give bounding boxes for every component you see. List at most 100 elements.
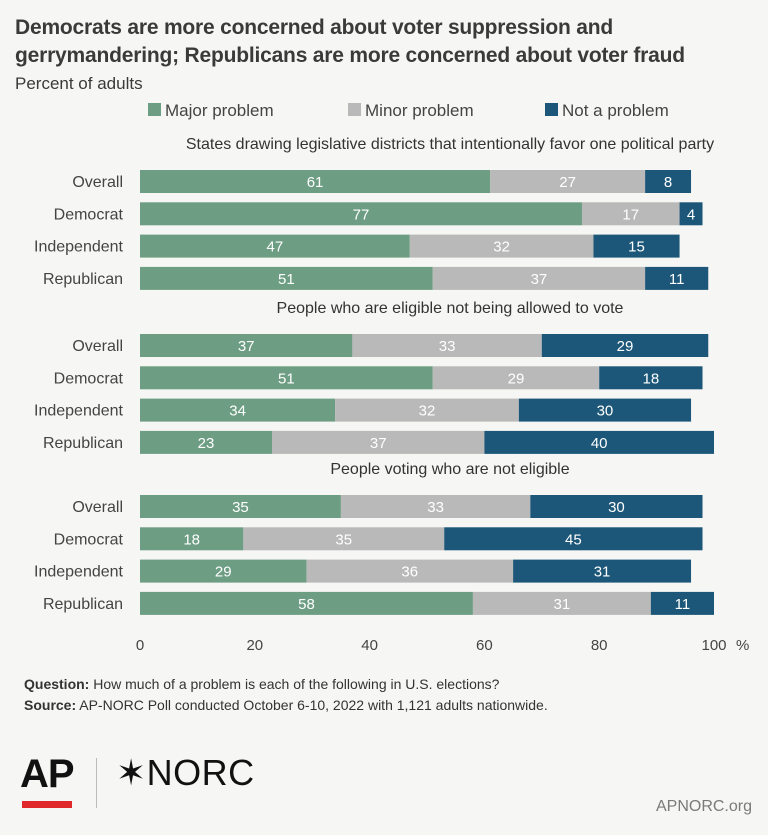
legend-label: Major problem (165, 101, 274, 120)
legend-label: Minor problem (365, 101, 474, 120)
bar-segment (140, 398, 336, 422)
bar-value-label: 45 (565, 531, 582, 548)
bar-segment (243, 527, 445, 551)
ap-logo: AP (20, 752, 75, 796)
row-label: Republican (43, 596, 123, 613)
bar-value-label: 15 (628, 239, 645, 256)
bar-segment (444, 527, 703, 551)
group-title: People voting who are not eligible (330, 461, 569, 478)
row-label: Democrat (54, 531, 124, 548)
bar-value-label: 32 (493, 239, 510, 256)
x-tick-label: 60 (476, 637, 493, 654)
x-tick-label: 100 (701, 637, 726, 654)
bar-segment (306, 559, 514, 583)
question-label: Question: (24, 676, 90, 692)
bar-segment (140, 527, 244, 551)
bar-segment (140, 234, 410, 258)
bar-value-label: 18 (643, 370, 660, 387)
bar-segment (140, 266, 433, 290)
bar-value-label: 17 (622, 206, 639, 223)
row-label: Independent (34, 403, 124, 420)
bar-segment (645, 266, 709, 290)
bar-value-label: 36 (401, 564, 418, 581)
bar-value-label: 77 (353, 206, 370, 223)
bar-segment (530, 495, 703, 518)
group-title: States drawing legislative districts tha… (186, 136, 714, 153)
bar-segment (140, 366, 433, 390)
bar-value-label: 58 (298, 596, 315, 613)
bar-value-label: 27 (559, 174, 576, 191)
bar-segment (140, 430, 273, 454)
bar-value-label: 11 (675, 596, 691, 613)
bar-value-label: 32 (419, 403, 436, 420)
legend-swatch (545, 103, 558, 116)
legend-label: Not a problem (562, 101, 669, 120)
x-tick-label: 40 (361, 637, 378, 654)
bar-value-label: 37 (531, 271, 548, 288)
bar-segment (490, 170, 646, 193)
bar-segment (335, 398, 519, 422)
bar-value-label: 37 (370, 435, 387, 452)
bar-value-label: 31 (554, 596, 571, 613)
x-tick-label: 20 (246, 637, 263, 654)
row-label: Independent (34, 564, 124, 581)
bar-value-label: 30 (608, 499, 625, 516)
bar-value-label: 37 (238, 338, 255, 355)
bar-value-label: 29 (508, 370, 525, 387)
stacked-bar-chart: Major problem Minor problem Not a problem S… (34, 101, 749, 654)
bar-segment (432, 366, 600, 390)
norc-logo-text: NORC (146, 752, 255, 793)
bar-value-label: 61 (307, 174, 324, 191)
ap-logo-bar (22, 801, 72, 808)
x-axis-unit: % (736, 637, 749, 654)
logo-divider (96, 758, 97, 808)
bar-value-label: 8 (664, 174, 672, 191)
legend-swatch (148, 103, 161, 116)
bar-value-label: 18 (183, 531, 200, 548)
bar-segment (352, 334, 542, 357)
chart-footnote: Question: How much of a problem is each … (24, 674, 548, 716)
bar-value-label: 31 (594, 564, 611, 581)
source-label: Source: (24, 697, 77, 713)
bar-segment (593, 234, 680, 258)
bar-value-label: 33 (439, 338, 456, 355)
bar-value-label: 51 (278, 271, 295, 288)
bar-segment (472, 591, 651, 615)
bar-value-label: 47 (267, 239, 284, 256)
bar-segment (340, 495, 531, 518)
bar-value-label: 29 (617, 338, 634, 355)
x-tick-label: 80 (591, 637, 608, 654)
apnorc-url: APNORC.org (655, 798, 752, 815)
group-title: People who are eligible not being allowe… (277, 300, 624, 317)
bar-segment (140, 559, 307, 583)
bar-segment (679, 202, 703, 226)
legend-swatch (348, 103, 361, 116)
bar-segment (140, 495, 341, 518)
bar-segment (581, 202, 680, 226)
bar-value-label: 34 (229, 403, 246, 420)
bar-value-label: 51 (278, 370, 295, 387)
row-label: Overall (72, 174, 123, 191)
norc-star-icon: ✶ (116, 752, 147, 793)
row-label: Republican (43, 435, 123, 452)
row-label: Democrat (54, 206, 124, 223)
norc-logo: ✶NORC (116, 752, 255, 794)
bar-value-label: 30 (597, 403, 614, 420)
bar-segment (518, 398, 692, 422)
question-text: How much of a problem is each of the fol… (93, 676, 500, 692)
bar-segment (140, 334, 353, 357)
source-text: AP-NORC Poll conducted October 6-10, 202… (79, 697, 548, 713)
bar-segment (140, 202, 582, 226)
bar-segment (645, 170, 692, 193)
chart-title: Democrats are more concerned about voter… (15, 16, 685, 67)
row-label: Independent (34, 239, 124, 256)
question-line: Question: How much of a problem is each … (24, 674, 548, 695)
bar-value-label: 35 (335, 531, 352, 548)
bar-segment (432, 266, 646, 290)
bar-value-label: 33 (427, 499, 444, 516)
bar-segment (140, 591, 473, 615)
bar-segment (409, 234, 594, 258)
source-line: Source: AP-NORC Poll conducted October 6… (24, 695, 548, 716)
bar-segment (599, 366, 703, 390)
x-tick-label: 0 (136, 637, 144, 654)
